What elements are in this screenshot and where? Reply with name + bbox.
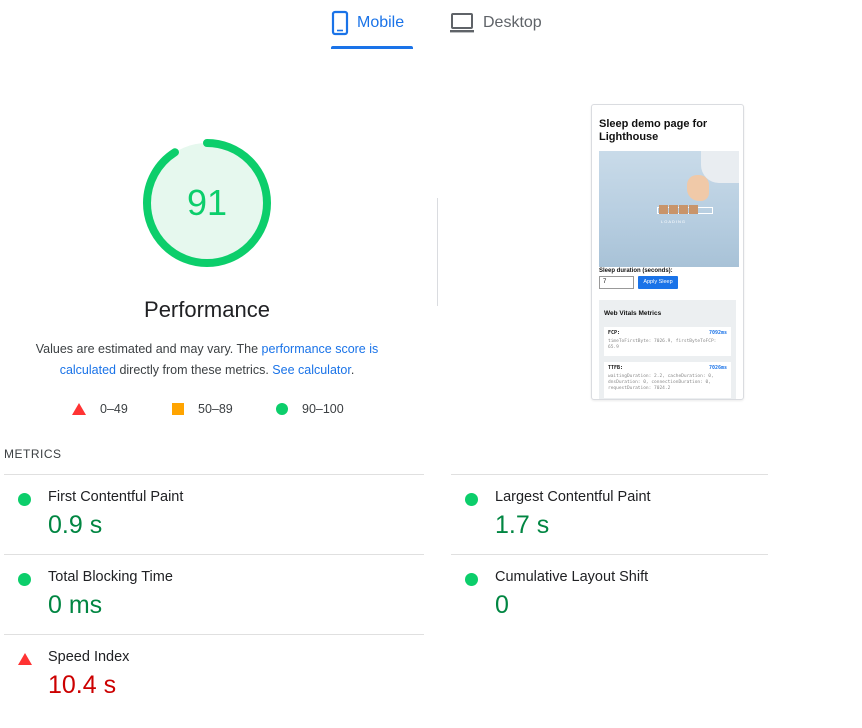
screenshot-ttfb-body: waitingDuration: 2.2, cacheDuration: 0, … — [608, 374, 714, 391]
metrics-divider — [4, 634, 424, 635]
legend-pass-label: 90–100 — [302, 402, 344, 416]
metrics-divider — [451, 474, 768, 475]
pass-circle-icon — [465, 493, 478, 506]
gauge-background — [147, 143, 267, 263]
screenshot-ttfb-card: TTFB: 7026ms waitingDuration: 2.2, cache… — [604, 362, 731, 398]
metric-total-blocking-time[interactable]: Total Blocking Time 0 ms — [4, 561, 404, 631]
screenshot-block — [659, 205, 668, 214]
average-square-icon — [172, 403, 184, 415]
performance-gauge[interactable]: 91 — [140, 136, 274, 270]
score-legend: 0–49 50–89 90–100 — [70, 402, 390, 422]
legend-fail: 0–49 — [72, 402, 128, 416]
performance-score-link[interactable]: performance score is calculated — [59, 342, 379, 377]
pass-circle-icon — [18, 573, 31, 586]
screenshot-hand — [687, 175, 709, 201]
tab-mobile[interactable]: Mobile — [331, 10, 413, 48]
screenshot-apply-button: Apply Sleep — [638, 276, 678, 289]
pass-circle-icon — [465, 573, 478, 586]
performance-description: Values are estimated and may vary. The p… — [20, 339, 394, 381]
metric-value: 0.9 s — [48, 511, 103, 539]
screenshot-ttfb-value: 7026ms — [708, 365, 727, 371]
legend-pass: 90–100 — [276, 402, 344, 416]
description-prefix: Values are estimated and may vary. The — [35, 342, 262, 356]
screenshot-vitals-panel: Web Vitals Metrics FCP: 7092ms timeToFir… — [599, 300, 736, 399]
metric-value: 10.4 s — [48, 671, 117, 699]
performance-title: Performance — [144, 297, 270, 322]
screenshot-page-title: Sleep demo page for Lighthouse — [599, 118, 708, 143]
metric-label: Speed Index — [48, 649, 130, 665]
metrics-header: METRICS — [4, 447, 62, 461]
metrics-divider — [4, 474, 424, 475]
metric-label: First Contentful Paint — [48, 489, 184, 505]
tab-desktop-label: Desktop — [483, 14, 542, 31]
pass-circle-icon — [18, 493, 31, 506]
screenshot-fcp-body: timeToFirstByte: 7026.9, firstByteToFCP:… — [608, 339, 717, 350]
metric-value: 0 — [495, 591, 509, 619]
screenshot-block — [679, 205, 688, 214]
active-tab-indicator — [331, 46, 413, 49]
pass-circle-icon — [276, 403, 288, 415]
metric-label: Cumulative Layout Shift — [495, 569, 649, 585]
screenshot-ttfb-label: TTFB: — [608, 365, 624, 371]
final-screenshot[interactable]: Sleep demo page for Lighthouse LOADING S… — [591, 104, 744, 400]
vertical-divider — [437, 198, 438, 306]
metric-label: Total Blocking Time — [48, 569, 173, 585]
metrics-divider — [4, 554, 424, 555]
metric-largest-contentful-paint[interactable]: Largest Contentful Paint 1.7 s — [451, 481, 851, 551]
screenshot-sleep-input: 7 — [599, 276, 634, 289]
legend-fail-label: 0–49 — [100, 402, 128, 416]
device-tabs: Mobile Desktop — [0, 0, 862, 50]
metric-label: Largest Contentful Paint — [495, 489, 651, 505]
legend-average: 50–89 — [172, 402, 233, 416]
metric-value: 0 ms — [48, 591, 103, 619]
screenshot-fcp-card: FCP: 7092ms timeToFirstByte: 7026.9, fir… — [604, 327, 731, 356]
fail-triangle-icon — [18, 653, 32, 665]
screenshot-hero-image: LOADING — [599, 151, 739, 267]
performance-score: 91 — [186, 182, 228, 223]
tab-desktop[interactable]: Desktop — [449, 10, 549, 48]
metric-cumulative-layout-shift[interactable]: Cumulative Layout Shift 0 — [451, 561, 851, 631]
description-suffix: . — [350, 363, 355, 377]
screenshot-sleep-label: Sleep duration (seconds): — [599, 268, 673, 274]
screenshot-fcp-label: FCP: — [608, 330, 621, 336]
see-calculator-link[interactable]: See calculator — [272, 363, 351, 377]
screenshot-block — [689, 205, 698, 214]
metrics-divider — [451, 554, 768, 555]
screenshot-fcp-value: 7092ms — [708, 330, 727, 336]
description-middle: directly from these metrics. — [115, 363, 273, 377]
legend-average-label: 50–89 — [198, 402, 233, 416]
gauge-arc — [143, 139, 271, 267]
fail-triangle-icon — [72, 403, 86, 415]
metric-first-contentful-paint[interactable]: First Contentful Paint 0.9 s — [4, 481, 404, 551]
laptop-icon — [449, 10, 475, 41]
screenshot-sleeve — [701, 151, 739, 183]
mobile-phone-icon — [331, 10, 349, 41]
tab-mobile-label: Mobile — [357, 14, 405, 31]
screenshot-loading-text: LOADING — [661, 219, 687, 224]
screenshot-vitals-title: Web Vitals Metrics — [604, 310, 662, 317]
screenshot-block — [669, 205, 678, 214]
metric-value: 1.7 s — [495, 511, 550, 539]
metric-speed-index[interactable]: Speed Index 10.4 s — [4, 641, 404, 711]
